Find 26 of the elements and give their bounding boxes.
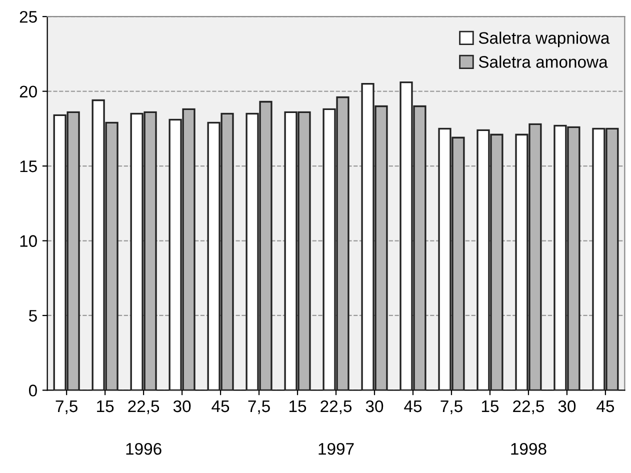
x-tick-label: 7,5 [440,400,462,414]
x-tick-label: 15 [482,400,499,412]
x-tick-label: 7,5 [248,400,270,414]
text: 1997 [318,442,354,455]
legend-label: Saletra wapniowa [478,32,610,48]
x-tick-label: 30 [558,400,576,412]
y-tick-label: 5 [29,310,37,322]
x-tick-label: 45 [212,400,230,412]
y-tick-label: 20 [20,86,37,98]
y-tick-label: 10 [20,235,37,247]
legend-label: Saletra amonowa [478,56,608,68]
x-tick-label: 15 [97,400,114,412]
y-tick-label: 25 [20,10,37,23]
x-tick-label: 22,5 [320,400,352,414]
x-tick-label: 45 [596,400,614,412]
x-tick-label: 7,5 [56,400,78,414]
x-tick-label: 22,5 [513,400,544,414]
x-tick-label: 22,5 [128,400,160,414]
x-tick-label: 30 [366,400,384,412]
x-tick-label: 15 [290,400,306,412]
x-tick-label: 30 [173,400,191,412]
y-tick-label: 15 [20,160,37,172]
y-tick-label: 0 [28,384,37,396]
x-tick-label: 45 [404,400,422,412]
text: 1996 [126,442,162,455]
text: 1998 [511,442,546,455]
